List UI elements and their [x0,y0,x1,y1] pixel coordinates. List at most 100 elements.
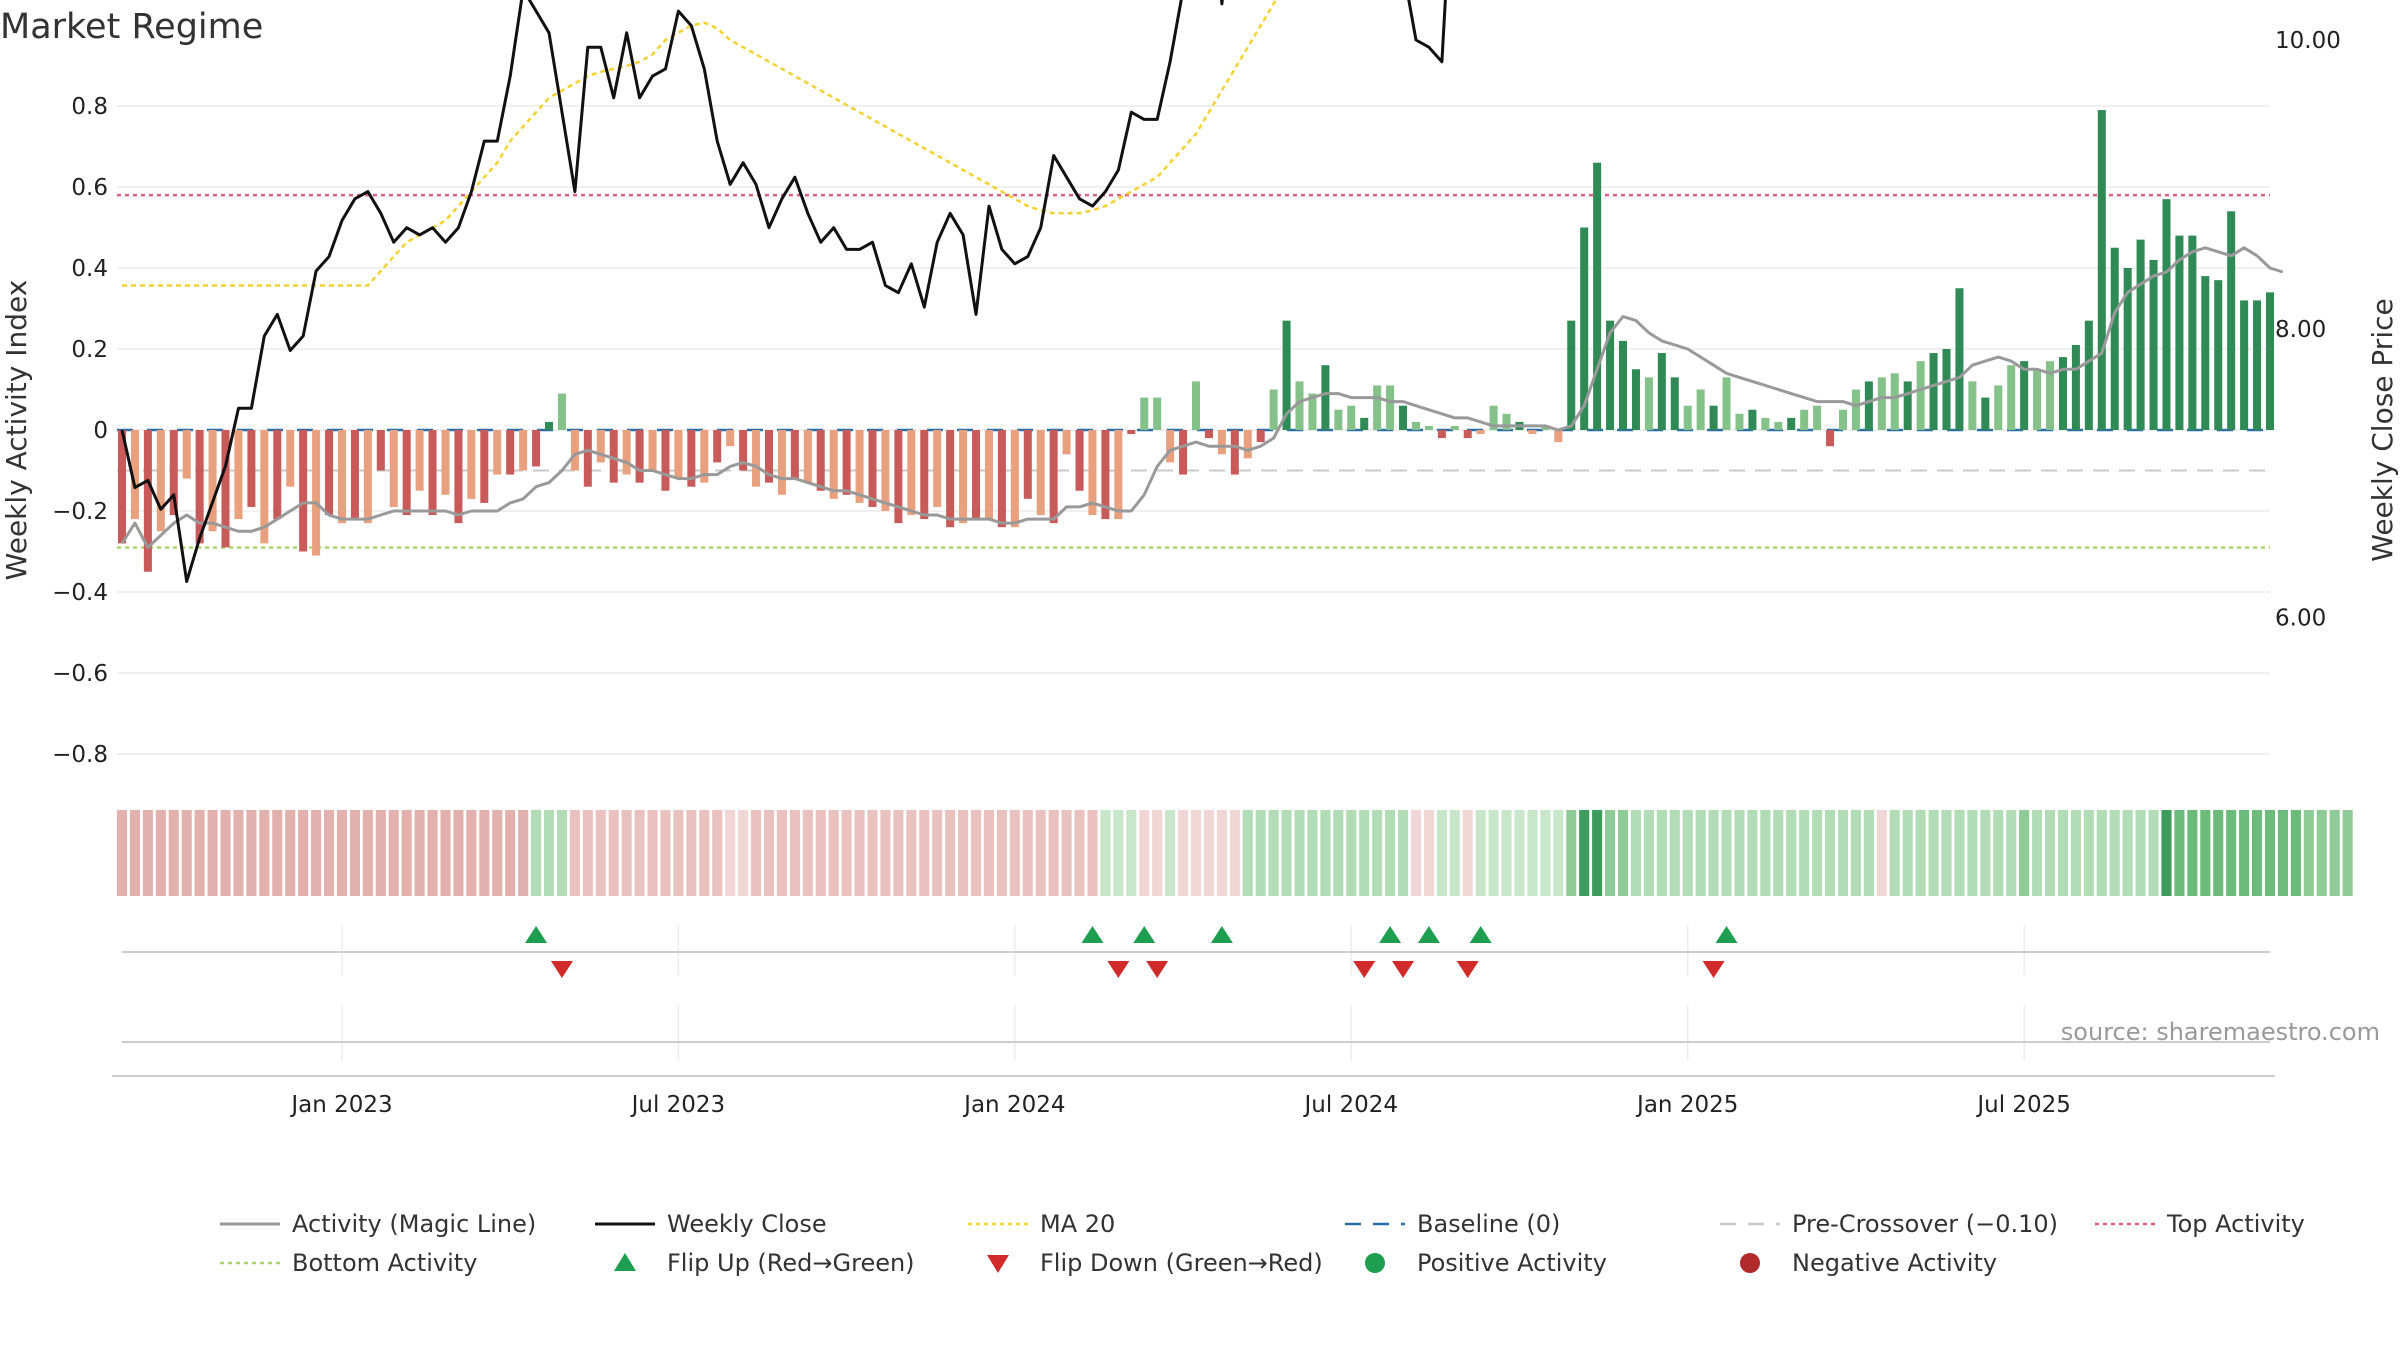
regime-cell [2174,810,2185,896]
activity-bars [117,110,2275,572]
regime-cell [1643,810,1654,896]
regime-cell [2200,810,2211,896]
regime-cell [2070,810,2081,896]
regime-cell [906,810,917,896]
regime-cell [466,810,477,896]
regime-cell [543,810,555,896]
regime-cell [207,810,218,896]
activity-bar [1140,397,1149,430]
regime-cell [569,810,580,896]
regime-cell [945,810,956,896]
activity-bar [790,430,799,479]
activity-bar [2007,365,2016,430]
regime-cell [815,810,826,896]
legend-swatch [987,1255,1009,1273]
legend-item: Pre-Crossover (−0.10) [1720,1210,2058,1238]
activity-bar [1321,365,1330,430]
regime-cell [2303,810,2314,896]
activity-bar [1450,425,1459,430]
activity-bar [1179,430,1188,475]
regime-cell [427,810,438,896]
regime-cell [2109,810,2120,896]
regime-cell [1423,810,1434,896]
activity-bar [2253,300,2262,430]
regime-cell [1967,810,1978,896]
regime-cell [1436,810,1447,896]
activity-bar [1049,430,1058,524]
activity-bar [2265,292,2275,430]
x-tick-label: Jan 2024 [962,1092,1065,1118]
regime-cell [479,810,490,896]
activity-bar [143,430,152,572]
activity-bar [1282,320,1291,430]
activity-bar [583,430,592,487]
regime-cell [776,810,787,896]
regime-cell [129,810,140,896]
regime-cell [608,810,619,896]
regime-cell [1617,810,1629,896]
regime-cell [1863,810,1874,896]
activity-bar [1166,430,1175,463]
activity-bar [674,430,683,479]
regime-cell [259,810,270,896]
activity-bar [1955,288,1964,430]
regime-cell [1397,810,1409,896]
legend-swatch [614,1253,636,1271]
regime-cell [1812,810,1823,896]
activity-bar [1813,405,1822,430]
y2-axis-title: Weekly Close Price [2366,298,2399,561]
activity-bar [972,430,981,520]
activity-bar [635,430,644,483]
regime-cell [2135,810,2146,896]
y-tick-label: 0.2 [71,337,108,363]
activity-bar [1683,405,1692,430]
activity-bar [1191,381,1201,430]
regime-cell [556,810,567,896]
y2-tick-label: 10.00 [2275,28,2341,54]
regime-cell [1630,810,1641,896]
regime-cell [1514,810,1525,896]
activity-bar [1748,409,1757,430]
regime-cell [1087,810,1098,896]
regime-cell [388,810,399,896]
regime-cell [1022,810,1033,896]
regime-cell [1889,810,1900,896]
regime-cell [233,810,244,896]
activity-bar [803,430,812,483]
regime-cell [932,810,943,896]
activity-bar [700,430,709,483]
activity-bar [881,430,890,511]
y-tick-label: −0.6 [52,661,108,687]
regime-cell [1954,810,1965,896]
activity-bar [1838,409,1847,430]
activity-bar [2214,280,2223,430]
y-tick-label: −0.4 [52,580,108,606]
grid-lines [117,105,2270,1060]
activity-bar [1502,413,1511,430]
activity-bar [1826,430,1835,447]
y2-tick-label: 6.00 [2275,606,2326,632]
flip-down-marker [1107,961,1130,978]
regime-cell [1566,810,1577,896]
source-note: source: sharemaestro.com [2061,1018,2380,1046]
activity-bar [609,430,618,483]
regime-cell [2096,810,2107,896]
legend-label: Baseline (0) [1417,1210,1560,1238]
regime-cell [958,810,969,896]
regime-cell [1165,810,1176,896]
regime-cell [893,810,904,896]
regime-cell [970,810,982,896]
regime-cell [1695,810,1706,896]
activity-bar [1386,385,1395,430]
regime-cell [2044,810,2056,896]
activity-bar [816,430,825,491]
activity-bar [1864,381,1873,430]
activity-bar [2058,357,2067,430]
regime-cell [1721,810,1732,896]
regime-cell [1734,810,1745,896]
activity-bar [933,430,942,507]
regime-cell [1837,810,1849,896]
regime-cell [582,810,593,896]
activity-bar [337,430,346,524]
activity-bar [350,430,359,520]
